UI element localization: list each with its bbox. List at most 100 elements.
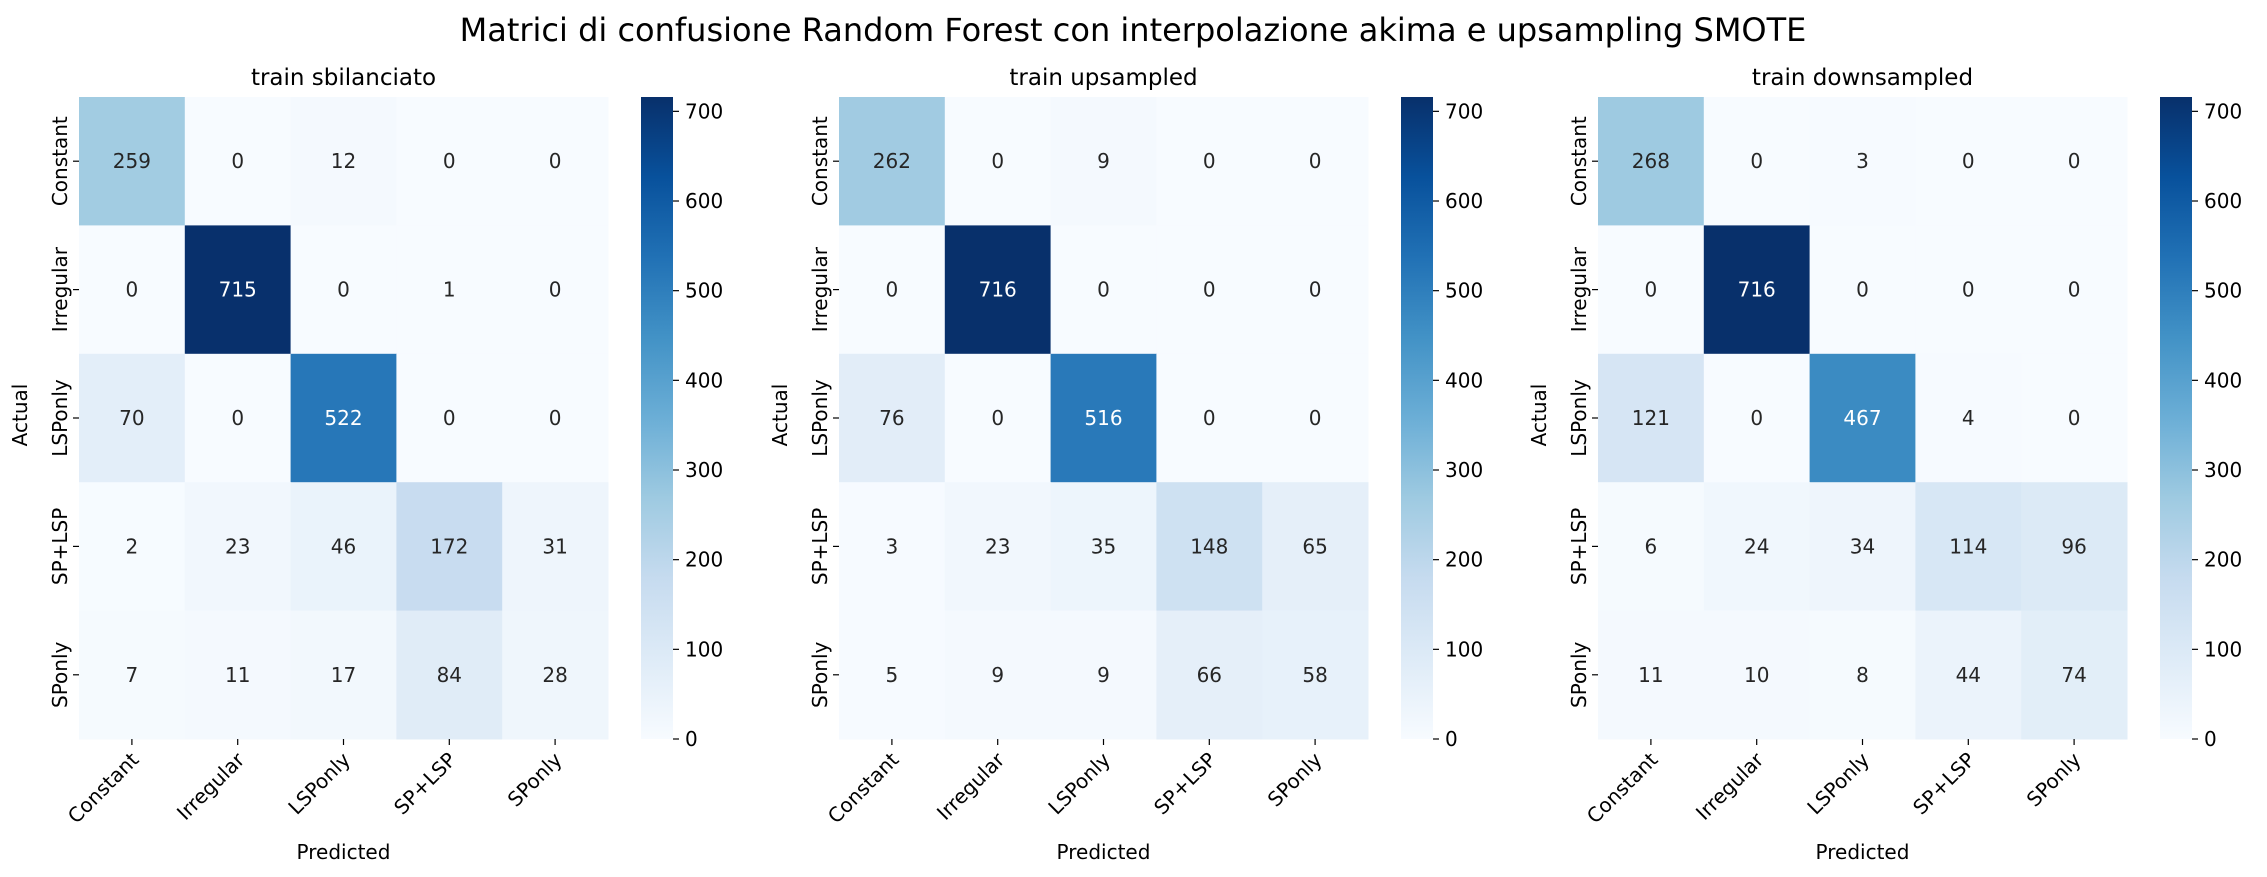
y-tick-label: SP+LSP bbox=[808, 508, 832, 585]
heatmap-cell bbox=[1262, 353, 1369, 483]
heatmap-cell bbox=[396, 610, 503, 740]
heatmap-cell bbox=[290, 610, 397, 740]
cell-value-label: 9 bbox=[991, 663, 1004, 687]
cell-value-label: 522 bbox=[324, 406, 362, 430]
x-axis-label: Predicted bbox=[1057, 840, 1151, 864]
y-tick-label: LSPonly bbox=[48, 379, 72, 457]
heatmap-cell bbox=[1262, 610, 1369, 740]
heatmap-cell bbox=[1598, 610, 1705, 740]
cell-value-label: 5 bbox=[886, 663, 899, 687]
cell-value-label: 0 bbox=[991, 149, 1004, 173]
y-tick-label: SP+LSP bbox=[1567, 508, 1591, 585]
cell-value-label: 0 bbox=[549, 406, 562, 430]
cell-value-label: 715 bbox=[219, 278, 257, 302]
cell-value-label: 11 bbox=[1638, 663, 1663, 687]
heatmap-cell bbox=[1050, 97, 1157, 226]
x-tick-label: SPonly bbox=[2022, 747, 2086, 811]
heatmap-cell bbox=[2021, 353, 2128, 483]
cell-value-label: 0 bbox=[1962, 278, 1975, 302]
cell-value-label: 516 bbox=[1084, 406, 1122, 430]
cell-value-label: 0 bbox=[549, 149, 562, 173]
x-tick-label: SP+LSP bbox=[1149, 748, 1221, 820]
heatmap-cell bbox=[184, 225, 292, 355]
cell-value-label: 0 bbox=[443, 149, 456, 173]
heatmap-cell bbox=[502, 353, 609, 483]
heatmap-cell bbox=[396, 225, 503, 355]
cell-value-label: 58 bbox=[1302, 663, 1327, 687]
heatmap-cell bbox=[2021, 97, 2128, 226]
colorbar-tick-label: 200 bbox=[1445, 548, 1483, 572]
y-axis-label: Actual bbox=[1527, 384, 1551, 447]
colorbar-tick-label: 700 bbox=[1445, 99, 1483, 123]
heatmap-cell bbox=[79, 353, 186, 483]
cell-value-label: 0 bbox=[991, 406, 1004, 430]
heatmap-cell bbox=[839, 225, 946, 355]
heatmap-cell bbox=[1050, 353, 1157, 483]
colorbar bbox=[1401, 97, 1433, 739]
cell-value-label: 716 bbox=[979, 278, 1017, 302]
colorbar-tick-label: 600 bbox=[1445, 189, 1483, 213]
x-tick-label: Constant bbox=[823, 747, 904, 828]
heatmap-cell bbox=[944, 97, 1052, 226]
cell-value-label: 148 bbox=[1190, 534, 1228, 558]
colorbar-tick-label: 100 bbox=[1445, 637, 1483, 661]
y-tick-label: Irregular bbox=[48, 246, 72, 332]
heatmap-cell bbox=[290, 225, 397, 355]
heatmap-cell bbox=[79, 610, 186, 740]
y-tick-label: SPonly bbox=[1567, 641, 1591, 708]
cell-value-label: 23 bbox=[985, 534, 1010, 558]
heatmap-cell bbox=[944, 225, 1052, 355]
cell-value-label: 17 bbox=[331, 663, 356, 687]
colorbar-tick-label: 600 bbox=[685, 189, 723, 213]
colorbar-tick-label: 400 bbox=[1445, 368, 1483, 392]
x-tick-label: LSPonly bbox=[283, 747, 355, 819]
heatmap-cell bbox=[1915, 353, 2022, 483]
heatmap-cell bbox=[184, 482, 292, 612]
y-tick-label: SP+LSP bbox=[48, 508, 72, 585]
heatmap-cell bbox=[1809, 225, 1916, 355]
colorbar bbox=[641, 97, 673, 739]
heatmap-cell bbox=[1915, 97, 2022, 226]
colorbar-tick-label: 500 bbox=[685, 279, 723, 303]
heatmap-cell bbox=[944, 353, 1052, 483]
heatmap-cell bbox=[1050, 482, 1157, 612]
cell-value-label: 66 bbox=[1197, 663, 1222, 687]
x-tick-label: SPonly bbox=[503, 747, 567, 811]
colorbar-tick-label: 500 bbox=[1445, 279, 1483, 303]
heatmap-cell bbox=[184, 353, 292, 483]
heatmap-cell bbox=[1915, 482, 2022, 612]
heatmap-cell bbox=[1703, 225, 1811, 355]
heatmap-cell bbox=[1915, 225, 2022, 355]
cell-value-label: 11 bbox=[225, 663, 250, 687]
cell-value-label: 0 bbox=[1750, 406, 1763, 430]
heatmap-cell bbox=[1703, 97, 1811, 226]
cell-value-label: 0 bbox=[231, 149, 244, 173]
y-tick-label: Constant bbox=[1567, 116, 1591, 206]
colorbar-tick-label: 100 bbox=[685, 637, 723, 661]
heatmap-cell bbox=[502, 225, 609, 355]
cell-value-label: 8 bbox=[1856, 663, 1869, 687]
colorbar-tick-label: 400 bbox=[685, 368, 723, 392]
heatmap-cell bbox=[2021, 225, 2128, 355]
heatmap-cell bbox=[839, 482, 946, 612]
cell-value-label: 0 bbox=[1203, 406, 1216, 430]
y-tick-label: Constant bbox=[48, 116, 72, 206]
heatmap-cell bbox=[79, 225, 186, 355]
colorbar-tick-label: 700 bbox=[685, 99, 723, 123]
cell-value-label: 262 bbox=[873, 149, 911, 173]
cell-value-label: 9 bbox=[1097, 149, 1110, 173]
cell-value-label: 65 bbox=[1302, 534, 1327, 558]
colorbar-tick-label: 100 bbox=[2204, 637, 2242, 661]
cell-value-label: 172 bbox=[430, 534, 468, 558]
x-tick-label: Irregular bbox=[172, 747, 250, 825]
heatmap-cell bbox=[290, 97, 397, 226]
colorbar-tick-label: 0 bbox=[685, 727, 698, 751]
heatmap-cell bbox=[79, 97, 186, 226]
cell-value-label: 0 bbox=[231, 406, 244, 430]
colorbar-tick-label: 200 bbox=[2204, 548, 2242, 572]
cell-value-label: 121 bbox=[1632, 406, 1670, 430]
cell-value-label: 0 bbox=[2068, 278, 2081, 302]
heatmap-cell bbox=[1809, 610, 1916, 740]
cell-value-label: 46 bbox=[331, 534, 356, 558]
